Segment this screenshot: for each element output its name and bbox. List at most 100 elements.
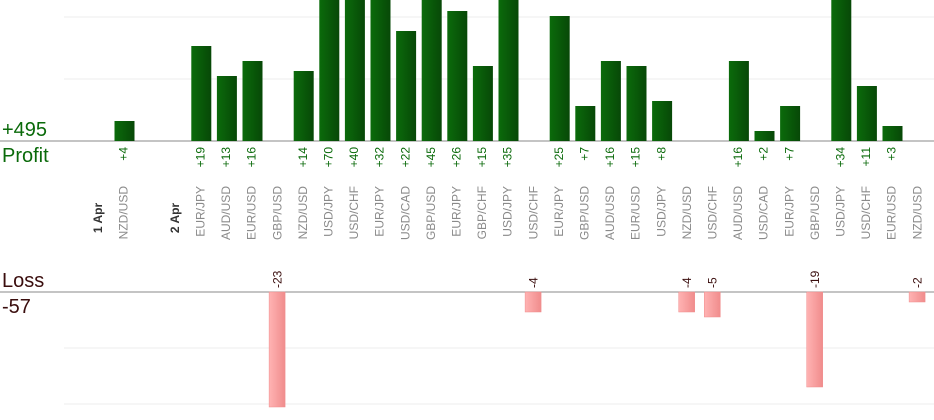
value-label: -5	[705, 277, 719, 288]
profit-bar	[831, 0, 852, 141]
profit-bar	[882, 126, 903, 141]
profit-bar	[472, 66, 493, 141]
value-label: -19	[808, 270, 822, 288]
category-label: EUR/USD	[245, 186, 259, 240]
value-label: +19	[193, 147, 207, 168]
category-label: USD/JPY	[654, 186, 668, 237]
profit-bar	[447, 11, 468, 141]
profit-bar	[114, 121, 135, 141]
value-label: +14	[296, 147, 310, 168]
profit-bar	[370, 0, 391, 141]
profit-bar	[754, 131, 775, 141]
value-label: +45	[424, 147, 438, 168]
loss-bar	[806, 291, 823, 388]
category-label: AUD/USD	[219, 186, 233, 240]
loss-bar	[268, 291, 286, 408]
date-labels: 1 Apr 2 Apr	[91, 203, 182, 234]
category-label: NZD/USD	[910, 186, 924, 240]
value-label: -4	[526, 277, 540, 288]
loss-bar	[678, 291, 695, 313]
profit-bar	[780, 106, 801, 141]
category-label: USD/JPY	[321, 186, 335, 237]
profit-bar	[191, 46, 212, 141]
value-label: +35	[501, 147, 515, 168]
category-label: USD/CHF	[859, 186, 873, 239]
profit-bar	[216, 76, 237, 141]
value-label: +2	[757, 147, 771, 161]
bars	[114, 0, 926, 408]
profit-bar	[344, 0, 365, 141]
profit-bar	[575, 106, 596, 141]
value-label: +70	[321, 147, 335, 168]
value-label: +40	[347, 147, 361, 168]
category-label: USD/CAD	[757, 186, 771, 240]
category-label: AUD/USD	[603, 186, 617, 240]
category-label: EUR/JPY	[449, 186, 463, 237]
profit-bar	[319, 0, 340, 141]
category-label: NZD/USD	[680, 186, 694, 240]
category-label: EUR/USD	[885, 186, 899, 240]
category-label: EUR/JPY	[782, 186, 796, 237]
category-label: USD/CHF	[347, 186, 361, 239]
category-labels: NZD/USD EUR/JPY AUD/USD EUR/USD GBP/USD NZD/U…	[117, 186, 925, 240]
value-label: +4	[117, 147, 131, 161]
profit-bar	[626, 66, 647, 141]
profit-bar	[293, 71, 314, 141]
total-profit: +495	[2, 119, 48, 141]
category-label: EUR/JPY	[193, 186, 207, 237]
profit-bar	[421, 0, 442, 141]
profit-bar	[652, 101, 673, 141]
category-label: NZD/USD	[117, 186, 131, 240]
category-label: GBP/USD	[424, 186, 438, 240]
category-label: USD/JPY	[833, 186, 847, 237]
profit-bar	[600, 61, 621, 141]
category-label: GBP/USD	[808, 186, 822, 240]
value-label: +16	[603, 147, 617, 168]
profit-label: Profit	[2, 145, 49, 167]
category-label: USD/JPY	[501, 186, 515, 237]
value-label: +13	[219, 147, 233, 168]
value-label: +26	[449, 147, 463, 168]
value-label: +25	[552, 147, 566, 168]
profit-bar	[856, 86, 877, 141]
value-label: +3	[885, 147, 899, 161]
value-label: +15	[629, 147, 643, 168]
value-label: +7	[577, 147, 591, 161]
date-label: 2 Apr	[168, 203, 182, 234]
profit-bar	[242, 61, 263, 141]
category-label: NZD/USD	[296, 186, 310, 240]
category-label: USD/CAD	[398, 186, 412, 240]
loss-label: Loss	[2, 270, 45, 292]
value-label: +7	[782, 147, 796, 161]
profit-bar	[549, 16, 570, 141]
profit-bar	[396, 31, 417, 141]
category-label: GBP/CHF	[475, 186, 489, 239]
loss-bar	[524, 291, 542, 313]
category-label: GBP/USD	[270, 186, 284, 240]
date-label: 1 Apr	[91, 203, 105, 234]
category-label: GBP/USD	[577, 186, 591, 240]
category-label: AUD/USD	[731, 186, 745, 240]
total-loss: -57	[2, 296, 31, 318]
value-label: +15	[475, 147, 489, 168]
loss-bar	[908, 291, 926, 303]
loss-bar	[704, 291, 721, 318]
profit-bar	[498, 0, 519, 141]
value-label: +16	[731, 147, 745, 168]
value-label: +8	[654, 147, 668, 161]
value-label: -23	[270, 270, 284, 288]
value-label: +11	[859, 147, 873, 167]
value-label: -2	[910, 277, 924, 288]
category-label: EUR/JPY	[552, 186, 566, 237]
value-label: +22	[398, 147, 412, 168]
value-label: +32	[373, 147, 387, 168]
category-label: EUR/JPY	[373, 186, 387, 237]
value-labels: +4 +19 +13 +16 -23 +14 +70 +40 +32 +22 +45 +26 +15 +3…	[117, 147, 925, 288]
value-label: -4	[680, 277, 694, 288]
value-label: +16	[245, 147, 259, 168]
category-label: EUR/USD	[629, 186, 643, 240]
profit-bar	[728, 61, 749, 141]
category-label: USD/CHF	[705, 186, 719, 239]
value-label: +34	[833, 147, 847, 168]
